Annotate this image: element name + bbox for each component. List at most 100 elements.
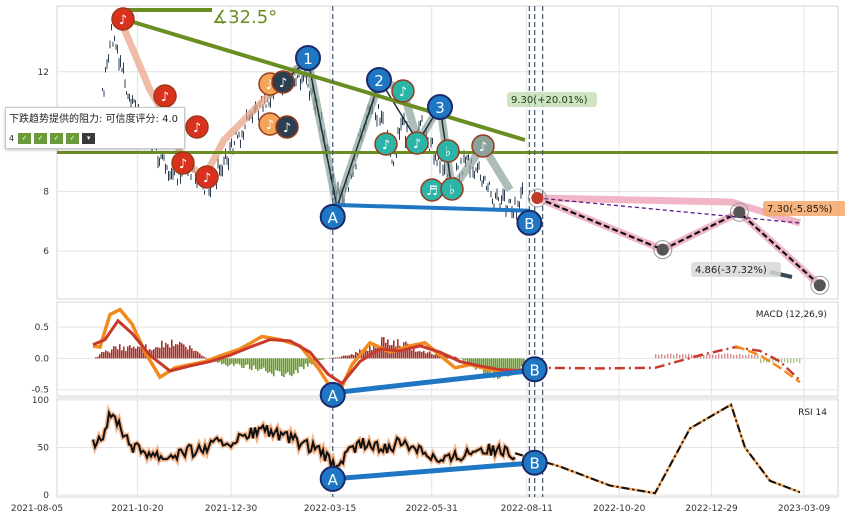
macd-bar [351, 354, 353, 358]
macd-bar [727, 353, 728, 358]
macd-bar [287, 358, 289, 372]
note-icon: ♪ [382, 138, 390, 153]
macd-bar [289, 358, 291, 375]
macd-bar [97, 357, 99, 359]
macd-bar [411, 350, 413, 358]
projection-label-low: 4.86(-37.32%) [695, 265, 767, 276]
macd-bar [691, 355, 692, 359]
macd-bar [165, 343, 167, 359]
macd-bar [433, 355, 435, 359]
macd-bar [201, 355, 203, 358]
resistance-tooltip-label: 下跌趋势提供的阻力: 可信度评分: 4.0 [9, 110, 178, 125]
macd-bar [431, 354, 433, 358]
macd-bar [121, 350, 123, 358]
macd-bar [99, 354, 101, 358]
macd-bar [463, 358, 465, 360]
tooltip-score-row: 4 ✓ ✓ ✓ ✓ ▾ [9, 132, 98, 144]
macd-bar [760, 358, 761, 363]
macd-bar [189, 345, 191, 358]
x-tick-label: 2021-12-30 [205, 504, 258, 514]
y-tick-label: -0.5 [31, 386, 49, 396]
score-cell-icon: ✓ [66, 133, 79, 144]
macd-bar [227, 358, 229, 366]
macd-bar [245, 358, 247, 365]
macd-bar [349, 355, 351, 358]
pattern-point-b: B [524, 215, 534, 233]
macd-bar [341, 356, 343, 358]
macd-bar [157, 347, 159, 358]
macd-bar [353, 355, 355, 358]
macd-bar [229, 358, 231, 364]
y-tick-label: 50 [38, 444, 50, 454]
macd-bar [503, 358, 505, 369]
macd-bar [105, 350, 107, 358]
macd-bar [247, 358, 249, 364]
macd-bar [748, 354, 749, 358]
macd-bar [133, 347, 135, 359]
macd-bar [127, 346, 129, 358]
macd-bar [712, 355, 713, 359]
macd-bar [721, 354, 722, 358]
macd-bar [187, 349, 189, 358]
note-icon: ♪ [161, 90, 169, 105]
macd-bar [305, 358, 307, 363]
macd-bar [467, 358, 469, 361]
macd-bar [501, 358, 503, 369]
note-icon: ♪ [193, 121, 201, 136]
macd-bar [257, 358, 259, 370]
macd-bar [664, 355, 665, 358]
macd-bar [243, 358, 245, 368]
projection-point [733, 206, 745, 218]
macd-bar [281, 358, 283, 376]
macd-bar [513, 358, 515, 369]
macd-bar [269, 358, 271, 372]
macd-bar [237, 358, 239, 363]
macd-bar [339, 357, 341, 358]
macd-bar [203, 357, 205, 359]
macd-bar [343, 355, 345, 358]
macd-bar [181, 343, 183, 358]
macd-bar [129, 345, 131, 358]
macd-bar [754, 355, 755, 358]
pattern-point-1: 1 [303, 50, 313, 68]
macd-bar [139, 347, 141, 358]
macd-bar [251, 358, 253, 370]
macd-bar [736, 355, 737, 359]
projection-label-mid: 7.30(-5.85%) [767, 204, 833, 215]
macd-bar [253, 358, 255, 365]
y-tick-label: 0.5 [35, 323, 49, 333]
macd-bar [259, 358, 261, 369]
macd-bar [225, 358, 227, 365]
trend-angle-label: ∡32.5° [212, 7, 277, 28]
macd-bar [291, 358, 293, 376]
x-tick-label: 2021-08-05 [11, 504, 63, 514]
macd-bar [457, 358, 459, 359]
note-icon: ♪ [399, 85, 407, 100]
macd-bar [335, 358, 337, 359]
macd-bar [323, 358, 325, 359]
macd-bar [790, 358, 791, 363]
macd-bar [137, 346, 139, 358]
macd-bar [655, 354, 656, 358]
y-tick-label: 8 [43, 187, 49, 197]
macd-bar [730, 354, 731, 359]
macd-bar [101, 352, 103, 358]
macd-bar [193, 351, 195, 358]
macd-bar [667, 354, 668, 359]
macd-bar [739, 354, 740, 358]
macd-bar [123, 347, 125, 359]
macd-bar [297, 358, 299, 373]
macd-bar [742, 355, 743, 358]
note-icon: ♪ [179, 157, 187, 172]
note-icon: ♪ [119, 13, 127, 28]
note-icon: ♪ [266, 118, 274, 133]
macd-bar [435, 354, 437, 358]
macd-bar [799, 358, 800, 363]
macd-bar [661, 354, 662, 358]
x-tick-label: 2022-08-11 [501, 504, 553, 514]
x-tick-label: 2022-03-15 [304, 504, 356, 514]
macd-bar [285, 358, 287, 373]
macd-bar [265, 358, 267, 371]
macd-bar [95, 357, 97, 358]
macd-bar [103, 352, 105, 358]
